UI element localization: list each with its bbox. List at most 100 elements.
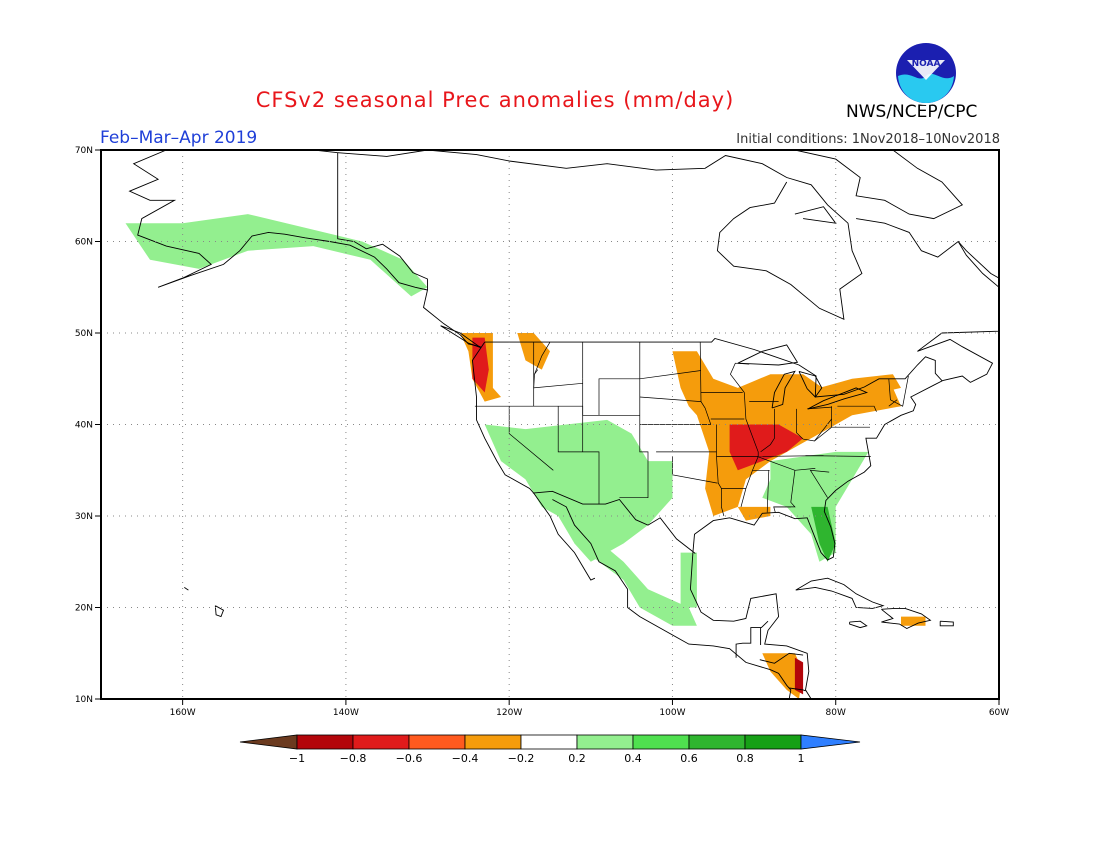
state-border	[598, 378, 640, 416]
central-america-strong-dry	[794, 657, 804, 695]
coast-baffin	[794, 150, 964, 220]
state-border	[534, 341, 551, 375]
colorbar-swatch	[408, 734, 466, 750]
coast-cuba	[795, 577, 885, 609]
colorbar-label: −0.2	[508, 752, 535, 765]
lat-label: 20N	[75, 604, 93, 614]
central-america-dry	[762, 653, 804, 699]
southwest-wet	[484, 419, 673, 562]
colorbar-swatch	[352, 734, 410, 750]
coast-puerto-rico	[939, 620, 954, 627]
lat-label: 30N	[75, 512, 93, 522]
colorbar-label: −0.8	[340, 752, 367, 765]
southeast-wet	[762, 451, 869, 562]
us-canada-border	[484, 337, 943, 398]
lat-label: 10N	[75, 695, 93, 705]
coast-quebec-labrador	[856, 218, 999, 288]
state-border	[729, 362, 750, 393]
colorbar-swatch	[576, 734, 634, 750]
noaa-logo-text: NOAA	[912, 59, 941, 69]
coast-west-coast	[471, 341, 596, 581]
lon-label: 60W	[989, 708, 1009, 718]
colorbar-label: −1	[289, 752, 305, 765]
pacific-northwest-strong-dry	[472, 337, 489, 393]
coast-great-lakes-michigan	[771, 370, 796, 409]
state-border	[807, 406, 832, 410]
colorbar: −1 −0.8 −0.6 −0.4 −0.2 0.2 0.4 0.6 0.8 1	[239, 734, 861, 765]
central-america-borders-2	[759, 652, 804, 664]
colorbar-high-arrow	[800, 734, 861, 750]
state-border	[716, 424, 725, 517]
florida-wet	[811, 506, 836, 562]
colorbar-label: 0.8	[736, 752, 754, 765]
agency-label: NWS/NCEP/CPC	[846, 102, 978, 122]
lon-label: 120W	[496, 708, 522, 718]
hispaniola-dry	[901, 616, 926, 626]
colorbar-label: 0.6	[680, 752, 698, 765]
us-mexico-border	[532, 490, 696, 554]
state-border	[773, 506, 791, 513]
state-border	[533, 369, 583, 389]
state-border	[888, 375, 909, 407]
colorbar-label: 0.2	[568, 752, 586, 765]
state-border	[639, 370, 702, 380]
lat-label: 50N	[75, 329, 93, 339]
longitude-labels: 160W 140W 120W 100W 80W 60W	[170, 708, 1010, 718]
state-border	[805, 455, 871, 457]
latitude-labels: 70N 60N 50N 40N 30N 20N 10N	[75, 146, 93, 705]
lon-label: 80W	[826, 708, 846, 718]
lat-label: 40N	[75, 421, 93, 431]
mexico-guatemala-border	[735, 620, 769, 658]
alaska-canada-border	[337, 152, 428, 290]
state-border	[474, 405, 640, 416]
coast-alaska	[128, 150, 481, 348]
coast-great-lakes-superior	[737, 344, 799, 366]
colorbar-label: 0.4	[624, 752, 642, 765]
state-border	[888, 399, 898, 407]
louisiana-dry	[737, 506, 771, 521]
colorbar-swatch	[464, 734, 522, 750]
coast-hawaii-big	[214, 605, 225, 618]
coast-vancouver-island	[440, 325, 481, 349]
coast-arctic-canada	[337, 150, 863, 321]
coast-great-lakes-erie-ontario	[807, 387, 869, 410]
state-border	[619, 342, 649, 499]
anomaly-regions	[125, 214, 926, 699]
colorbar-swatch	[520, 734, 578, 750]
lat-label: 70N	[75, 146, 93, 156]
coast-hispaniola	[881, 607, 932, 630]
state-border	[766, 470, 770, 513]
state-border	[809, 469, 830, 498]
state-border	[699, 342, 712, 425]
colorbar-label: 1	[798, 752, 805, 765]
colorbar-low-arrow	[239, 734, 298, 750]
state-border	[639, 396, 702, 402]
state-border	[796, 408, 832, 442]
state-border	[508, 406, 554, 471]
colorbar-label: −0.4	[452, 752, 479, 765]
state-border	[814, 426, 832, 442]
coast-hudson-islands	[794, 206, 837, 224]
coast-hawaii	[184, 587, 189, 591]
map-title: CFSv2 seasonal Prec anomalies (mm/day)	[255, 88, 735, 112]
axis-ticks	[95, 149, 1000, 705]
coast-mexico-east	[689, 552, 812, 699]
colorbar-swatch	[744, 734, 802, 750]
coast-gulf-coast	[692, 241, 999, 561]
coast-jamaica	[849, 620, 868, 629]
mexico-wet	[574, 534, 697, 626]
initial-conditions: Initial conditions: 1Nov2018–10Nov2018	[736, 132, 1000, 147]
state-border	[757, 456, 816, 471]
coast-great-lakes-huron	[798, 370, 823, 398]
colorbar-swatch	[296, 734, 354, 750]
colorbar-label: −0.6	[396, 752, 423, 765]
lon-label: 100W	[659, 708, 685, 718]
coastlines	[128, 150, 999, 699]
central-america-borders-3	[789, 687, 806, 692]
noaa-logo: NOAA	[894, 41, 958, 105]
coast-baja-gulf	[552, 499, 792, 699]
forecast-period: Feb–Mar–Apr 2019	[100, 128, 258, 148]
alaska-wet	[125, 214, 428, 297]
lon-label: 160W	[170, 708, 196, 718]
